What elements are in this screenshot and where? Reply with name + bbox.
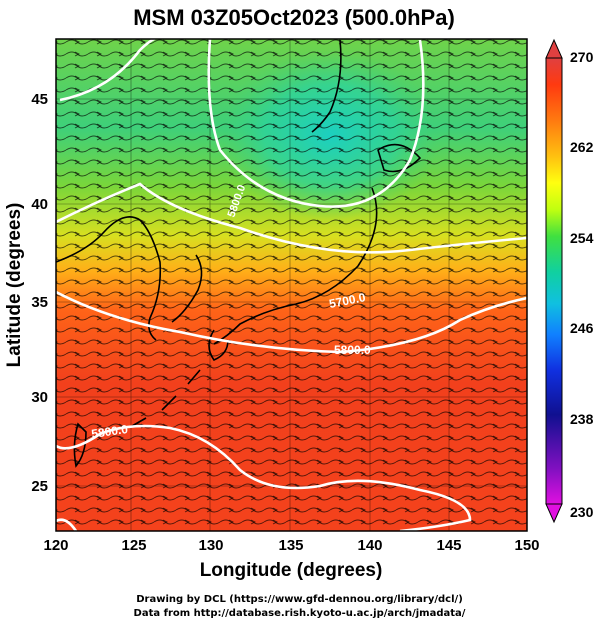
coastline-asia bbox=[56, 216, 162, 341]
coastline-ryukyu bbox=[131, 369, 201, 427]
lat-tick-label: 40 bbox=[31, 196, 48, 213]
credit-drawing: Drawing by DCL (https://www.gfd-dennou.o… bbox=[136, 594, 463, 605]
colorbar-tick-label: 238 bbox=[570, 411, 594, 427]
colorbar-tick-label: 230 bbox=[570, 504, 594, 520]
lon-tick-label: 125 bbox=[121, 537, 146, 554]
height-contours bbox=[56, 39, 527, 531]
lon-tick-labels: 120 125 130 135 140 145 150 bbox=[43, 537, 539, 554]
lon-tick-label: 140 bbox=[357, 537, 382, 554]
lon-tick-label: 130 bbox=[198, 537, 223, 554]
contour-5700 bbox=[56, 182, 527, 254]
lat-tick-label: 35 bbox=[31, 294, 48, 311]
colorbar-top-arrow bbox=[545, 38, 563, 59]
coastline-sakhalin bbox=[311, 39, 342, 133]
lat-tick-labels: 45 40 35 30 25 bbox=[31, 91, 48, 495]
plot-frame bbox=[55, 38, 528, 532]
contour-5800-corner bbox=[56, 518, 78, 531]
lat-tick-label: 25 bbox=[31, 478, 48, 495]
map-title: MSM 03Z05Oct2023 (500.0hPa) bbox=[133, 5, 455, 30]
map-plot-area: 5700.0 5800.0 5800.0 5800.0 bbox=[56, 39, 527, 531]
colorbar-body bbox=[545, 57, 563, 505]
grid-lines bbox=[56, 39, 527, 531]
contour-5800-south bbox=[56, 424, 472, 531]
colorbar-tick-label: 246 bbox=[570, 320, 594, 336]
lon-tick-label: 145 bbox=[436, 537, 461, 554]
colorbar-tick-label: 270 bbox=[570, 49, 594, 65]
lon-tick-label: 120 bbox=[43, 537, 68, 554]
contour-5600-north bbox=[207, 39, 425, 208]
streamline-layer bbox=[56, 39, 527, 531]
x-axis-label: Longitude (degrees) bbox=[200, 560, 383, 581]
lat-tick-label: 30 bbox=[31, 389, 48, 406]
coastline-korea bbox=[171, 254, 203, 323]
colorbar-bottom-arrow bbox=[545, 503, 563, 524]
contour-label-5700: 5700.0 bbox=[328, 290, 367, 311]
lon-tick-label: 150 bbox=[514, 537, 539, 554]
colorbar: 270 262 254 246 238 230 bbox=[545, 38, 594, 524]
coastline-honshu bbox=[213, 187, 378, 345]
colorbar-tick-label: 254 bbox=[570, 230, 594, 246]
colorbar-tick-label: 262 bbox=[570, 139, 594, 155]
coastline-taiwan bbox=[73, 422, 87, 468]
lon-tick-label: 135 bbox=[278, 537, 303, 554]
lat-tick-label: 45 bbox=[31, 91, 48, 108]
contour-5800-north bbox=[56, 290, 527, 354]
credit-data: Data from http://database.rish.kyoto-u.a… bbox=[133, 608, 466, 619]
coastlines bbox=[56, 39, 422, 468]
y-axis-label: Latitude (degrees) bbox=[4, 203, 25, 368]
contour-label-5800-east: 5800.0 bbox=[334, 343, 371, 357]
coastline-hokkaido bbox=[377, 143, 422, 173]
contour-label-5800-south: 5800.0 bbox=[90, 422, 129, 441]
